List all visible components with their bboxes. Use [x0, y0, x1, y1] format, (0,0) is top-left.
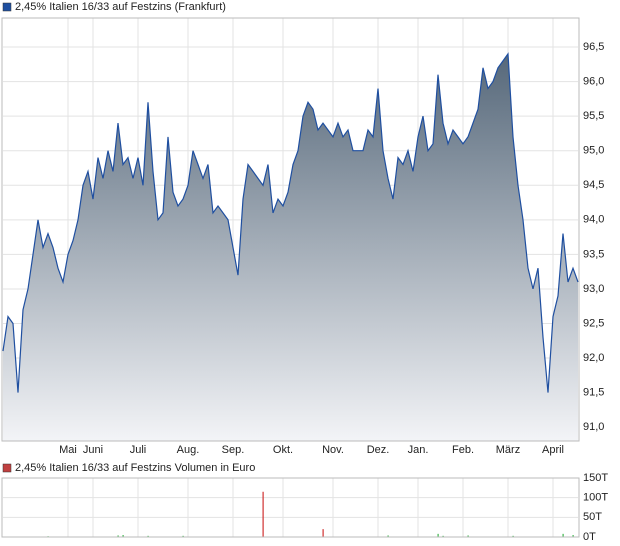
volume-bar — [512, 535, 514, 537]
volume-bar — [117, 535, 119, 537]
x-tick-label: Mai — [59, 444, 77, 456]
legend-label: 2,45% Italien 16/33 auf Festzins (Frankf… — [15, 1, 226, 13]
x-tick-label: Aug. — [177, 444, 200, 456]
area — [3, 53, 578, 442]
x-tick-label: Sep. — [222, 444, 245, 456]
y-tick-label: 50T — [583, 511, 602, 523]
y-tick-label: 94,5 — [583, 179, 604, 191]
legend-swatch — [2, 2, 12, 12]
volume-bar — [467, 535, 469, 537]
price-line — [2, 52, 579, 393]
y-tick-label: 94,0 — [583, 214, 604, 226]
y-tick-label: 91,5 — [583, 387, 604, 399]
volume-bar — [147, 535, 149, 537]
x-tick-label: Juli — [130, 444, 147, 456]
x-tick-label: Nov. — [322, 444, 344, 456]
plot-frame — [1, 477, 580, 538]
x-tick-label: Feb. — [452, 444, 474, 456]
y-tick-label: 93,0 — [583, 283, 604, 295]
volume-bar — [322, 529, 324, 537]
y-tick-label: 96,0 — [583, 75, 604, 87]
y-tick-label: 100T — [583, 492, 608, 504]
y-tick-label: 150T — [583, 472, 608, 484]
legend-label: 2,45% Italien 16/33 auf Festzins Volumen… — [15, 462, 255, 474]
y-tick-label: 92,0 — [583, 352, 604, 364]
x-tick-label: Dez. — [367, 444, 390, 456]
volume-bar — [387, 535, 389, 537]
y-tick-label: 0T — [583, 531, 596, 543]
x-tick-label: April — [542, 444, 564, 456]
plot-frame — [1, 17, 580, 442]
volume-bar — [562, 533, 564, 537]
x-tick-label: Okt. — [273, 444, 293, 456]
x-tick-label: Juni — [83, 444, 103, 456]
y-tick-label: 93,5 — [583, 248, 604, 260]
volume-bar — [442, 535, 444, 537]
volume-bar — [182, 535, 184, 537]
y-tick-label: 91,0 — [583, 421, 604, 433]
y-tick-label: 95,5 — [583, 110, 604, 122]
legend-swatch — [2, 463, 12, 473]
volume-bar — [122, 535, 124, 537]
volume-bar — [262, 491, 264, 537]
x-tick-label: Jan. — [408, 444, 429, 456]
y-tick-label: 96,5 — [583, 41, 604, 53]
y-tick-label: 92,5 — [583, 317, 604, 329]
x-tick-label: März — [496, 444, 520, 456]
volume-bar — [572, 535, 574, 537]
volume-bar — [437, 533, 439, 537]
y-tick-label: 95,0 — [583, 145, 604, 157]
